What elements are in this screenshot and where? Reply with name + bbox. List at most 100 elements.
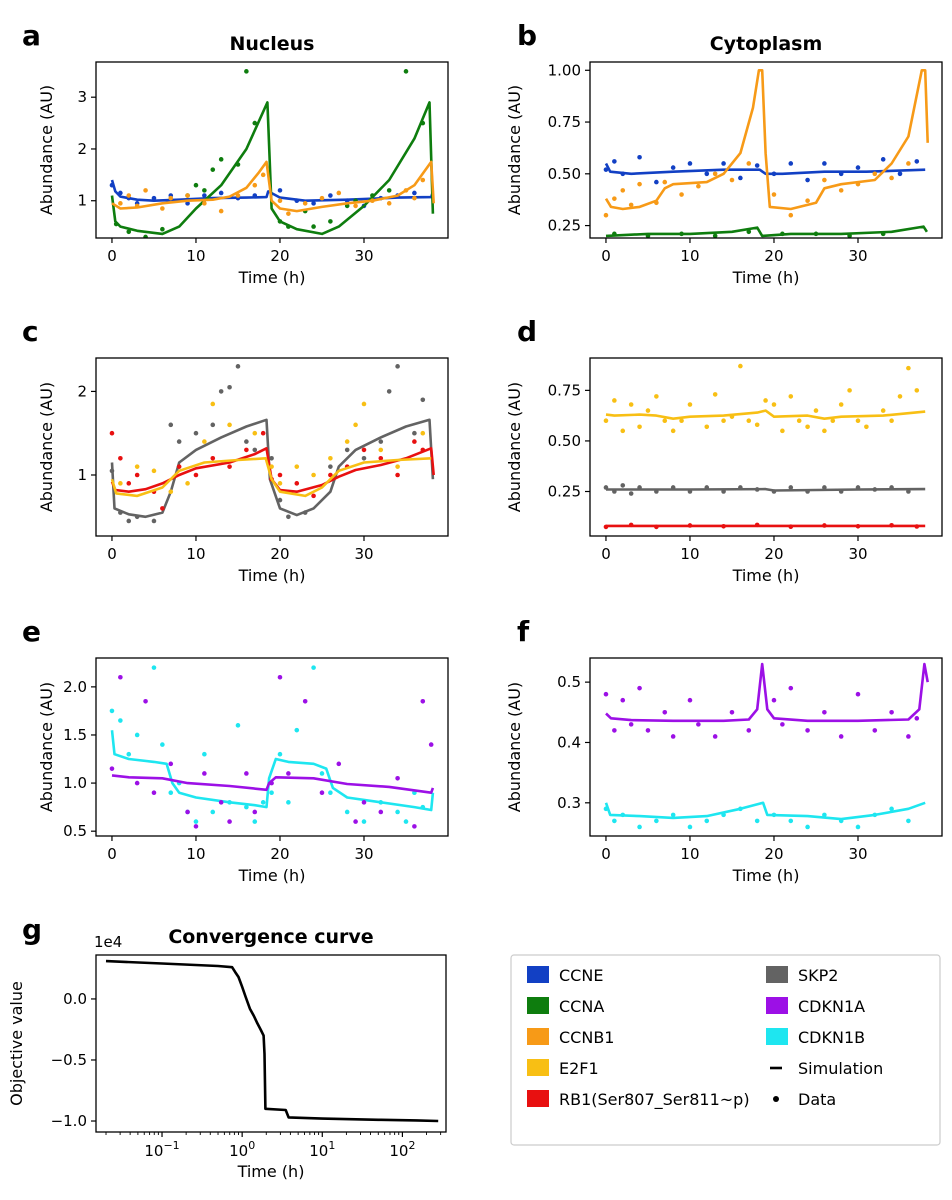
data-point: [311, 472, 316, 478]
data-point: [185, 201, 190, 206]
data-point: [696, 722, 701, 727]
data-point: [210, 455, 216, 461]
data-point: [294, 481, 300, 486]
data-point: [670, 734, 676, 739]
legend-swatch: [766, 997, 788, 1014]
data-point: [403, 819, 409, 824]
legend-item-ccne: CCNE: [527, 966, 603, 985]
data-point: [210, 401, 216, 407]
simulation-line: [604, 801, 926, 821]
y-tick-label: 1.00: [548, 61, 581, 79]
data-point: [143, 698, 148, 704]
data-point: [252, 430, 258, 436]
y-axis-label: Abundance (AU): [37, 682, 56, 812]
data-point: [796, 418, 802, 424]
data-point: [729, 710, 735, 715]
data-point: [118, 718, 123, 723]
data-point: [319, 771, 325, 776]
data-point: [286, 771, 291, 776]
simulation-line: [604, 162, 926, 176]
legend-label: Data: [798, 1090, 836, 1109]
data-point: [729, 177, 735, 183]
data-point: [244, 771, 249, 776]
x-tick-label: 0: [601, 247, 611, 265]
x-tick-label: 0: [601, 845, 611, 863]
data-point: [353, 819, 358, 824]
x-tick-label: 0: [601, 545, 611, 563]
plot-area: [109, 69, 435, 238]
data-point: [193, 824, 199, 829]
y-tick-label: 0.50: [548, 432, 581, 450]
data-point: [620, 428, 626, 434]
y-tick-label: 1.5: [63, 726, 87, 744]
data-point: [202, 771, 207, 776]
data-point: [738, 363, 743, 369]
data-point: [361, 401, 367, 407]
data-point: [805, 728, 810, 733]
data-point: [603, 418, 609, 424]
data-point: [822, 710, 827, 715]
x-tick-label: 30: [848, 247, 867, 265]
data-point: [788, 685, 794, 691]
y-tick-label: 2.0: [63, 678, 87, 696]
data-point: [628, 722, 634, 727]
data-point: [822, 161, 827, 166]
data-point: [670, 165, 676, 170]
data-point: [202, 751, 207, 757]
legend-swatch: [527, 997, 549, 1014]
data-point: [754, 163, 760, 168]
data-point: [302, 201, 308, 206]
data-point: [696, 183, 701, 189]
data-point: [872, 728, 878, 733]
data-point: [880, 408, 886, 413]
series-e2f1: [603, 363, 926, 434]
data-point: [218, 389, 224, 394]
data-point: [202, 439, 207, 444]
data-point: [143, 234, 148, 238]
x-tick-label: 20: [764, 247, 783, 265]
legend-swatch: [766, 1028, 788, 1045]
data-point: [193, 819, 199, 824]
data-point: [252, 809, 258, 815]
data-point: [134, 732, 140, 738]
panel-b: b Cytoplasm 0 10 20 30 0.25 0.50 0.75 1.00 Time (h…: [505, 19, 943, 287]
data-point: [193, 430, 199, 436]
panel-a: a Nucleus 0 10 20 30 1 2 3 Time (h) Abundance (AU): [22, 19, 449, 287]
y-axis-label: Objective value: [7, 981, 26, 1106]
plot-area: [109, 665, 435, 829]
data-point: [286, 211, 291, 216]
data-point: [897, 171, 903, 177]
data-point: [637, 824, 642, 830]
data-point: [168, 195, 174, 201]
simulation-line: [605, 225, 928, 238]
data-point: [160, 742, 165, 747]
data-point: [603, 212, 609, 218]
data-point: [176, 439, 182, 444]
data-point: [202, 188, 207, 193]
data-point: [721, 418, 726, 424]
legend-swatch: [766, 966, 788, 983]
data-point: [620, 188, 626, 193]
panel-letter-d: d: [517, 315, 537, 348]
data-point: [704, 424, 710, 430]
data-point: [889, 806, 894, 812]
data-point: [386, 201, 392, 206]
data-point: [687, 697, 693, 703]
data-point: [126, 229, 132, 235]
y-tick-label: 3: [77, 88, 87, 106]
data-point: [252, 120, 258, 126]
data-point: [412, 190, 417, 196]
panel-title: Convergence curve: [168, 926, 373, 948]
x-tick-label: 30: [354, 545, 373, 563]
panel-letter-e: e: [22, 615, 41, 648]
data-point: [126, 518, 132, 524]
series-cdkn1b: [109, 665, 435, 824]
data-point: [830, 418, 836, 424]
data-point: [244, 69, 249, 74]
axis-offset-label: 1e4: [94, 933, 122, 951]
data-point: [805, 424, 810, 430]
data-point: [855, 418, 861, 424]
panel-title: Nucleus: [230, 33, 315, 55]
x-axis-label: Time (h): [238, 566, 306, 585]
data-point: [822, 177, 827, 183]
